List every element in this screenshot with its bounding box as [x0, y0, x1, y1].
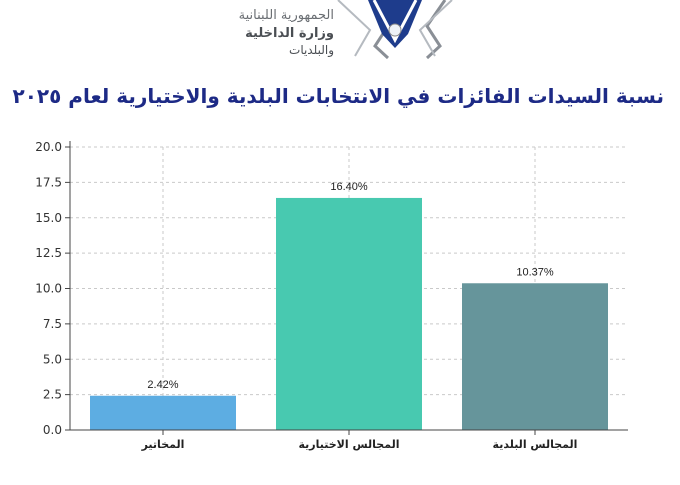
y-tick-label: 12.5: [35, 246, 62, 260]
y-tick-label: 17.5: [35, 175, 62, 189]
y-tick-label: 15.0: [35, 211, 62, 225]
data-label: 16.40%: [330, 181, 368, 193]
chart-title: نسبة السيدات الفائزات في الانتخابات البل…: [12, 84, 664, 108]
y-tick-label: 7.5: [43, 317, 62, 331]
labels-layer: 0.0 2.5 5.0 7.5 10.0 12.5 15.0 17.5 20.0 2.42% الم…: [35, 140, 577, 451]
y-tick-label: 10.0: [35, 282, 62, 296]
header-country-name: الجمهورية اللبنانية: [238, 8, 334, 23]
x-category-label: المجالس الاختيارية: [299, 438, 400, 451]
bar: [462, 283, 608, 430]
y-tick-label: 5.0: [43, 352, 62, 366]
y-tick-label: 2.5: [43, 388, 62, 402]
x-category-label: المخاتير: [141, 438, 185, 451]
axis-layer: [69, 141, 628, 435]
y-tick-label: 0.0: [43, 423, 62, 437]
ministry-emblem: [337, 0, 453, 60]
bars-layer: [90, 197, 608, 430]
x-category-label: المجالس البلدية: [493, 438, 578, 451]
bar: [276, 197, 422, 430]
bar: [90, 395, 236, 430]
data-label: 10.37%: [516, 266, 554, 278]
header-ministry-name: وزارة الداخلية: [245, 26, 334, 41]
data-label: 2.42%: [147, 379, 178, 391]
header-ministry-name-cont: والبلديات: [289, 43, 334, 57]
y-tick-label: 20.0: [35, 140, 62, 154]
shield-emblem-icon: [337, 0, 453, 60]
